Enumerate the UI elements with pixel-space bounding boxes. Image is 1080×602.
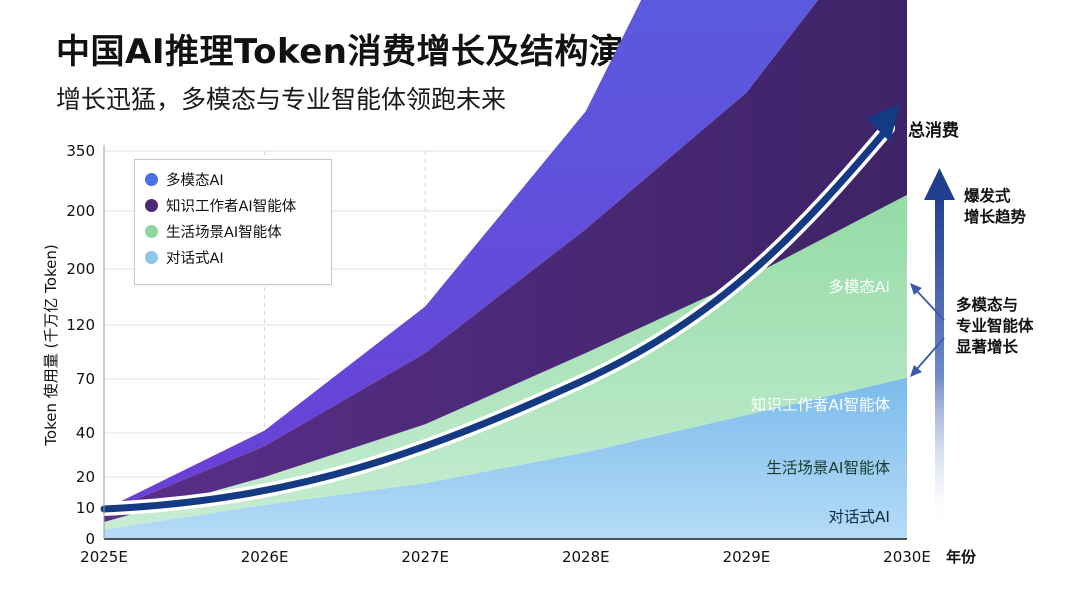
legend-swatch [145,250,158,264]
x-tick-label: 2027E [401,548,449,566]
pointer-arrowhead-up [910,283,922,295]
y-axis-label: Token 使用量 (千万亿 Token) [42,244,60,446]
chart-title: 中国AI推理Token消费增长及结构演变 [56,32,658,72]
x-tick-label: 2026E [241,548,289,566]
x-tick-label: 2029E [723,548,771,566]
x-tick-label: 2030E [883,548,931,566]
area-chat-ai [104,377,907,539]
y-tick-label: 70 [76,370,95,388]
x-tick-label: 2028E [562,548,610,566]
total-consumption-line [100,124,892,513]
annotation-multimodal-growth: 多模态与专业智能体显著增长 [956,295,1034,356]
y-tick-label: 10 [76,499,95,517]
legend-label: 知识工作者AI智能体 [166,198,297,215]
y-tick-label: 20 [76,468,95,486]
pointer-line-up [915,289,945,321]
legend-label: 多模态AI [166,172,224,189]
legend-item-life: 生活场景AI智能体 [145,220,282,242]
legend-swatch [145,224,158,238]
y-tick-label: 200 [66,202,95,220]
legend-item-multimodal: 多模态AI [145,168,224,190]
legend-label: 对话式AI [166,250,224,267]
total-label: 总消费 [908,120,959,141]
growth-arrow-head [924,168,955,200]
legend: 多模态AI 知识工作者AI智能体 生活场景AI智能体 对话式AI [134,159,332,285]
legend-item-chat: 对话式AI [145,246,224,268]
area-multimodal-ai [104,0,819,513]
area-label: 对话式AI [828,508,890,526]
pointer-line-down [915,337,945,371]
area-life-agent [104,194,907,530]
area-knowledge-agent [104,0,907,522]
annotation-explosive-growth: 爆发式增长趋势 [964,186,1027,226]
legend-swatch [145,198,158,212]
y-tick-label: 200 [66,260,95,278]
y-tick-label: 0 [85,530,95,548]
area-label: 生活场景AI智能体 [766,459,890,477]
x-axis-label: 年份 [946,548,977,566]
area-label: 多模态AI [828,278,890,296]
growth-arrow-shaft [935,196,944,522]
y-tick-label: 40 [76,424,95,442]
pointer-arrowhead-down [910,365,922,377]
legend-swatch [145,172,158,186]
area-label: 知识工作者AI智能体 [751,396,891,414]
total-arrowhead [866,104,900,142]
chart-subtitle: 增长迅猛，多模态与专业智能体领跑未来 [56,85,507,114]
y-tick-label: 350 [66,142,95,160]
legend-label: 生活场景AI智能体 [166,224,282,241]
y-tick-label: 120 [66,316,95,334]
legend-item-knowledge: 知识工作者AI智能体 [145,194,296,216]
x-tick-label: 2025E [80,548,128,566]
